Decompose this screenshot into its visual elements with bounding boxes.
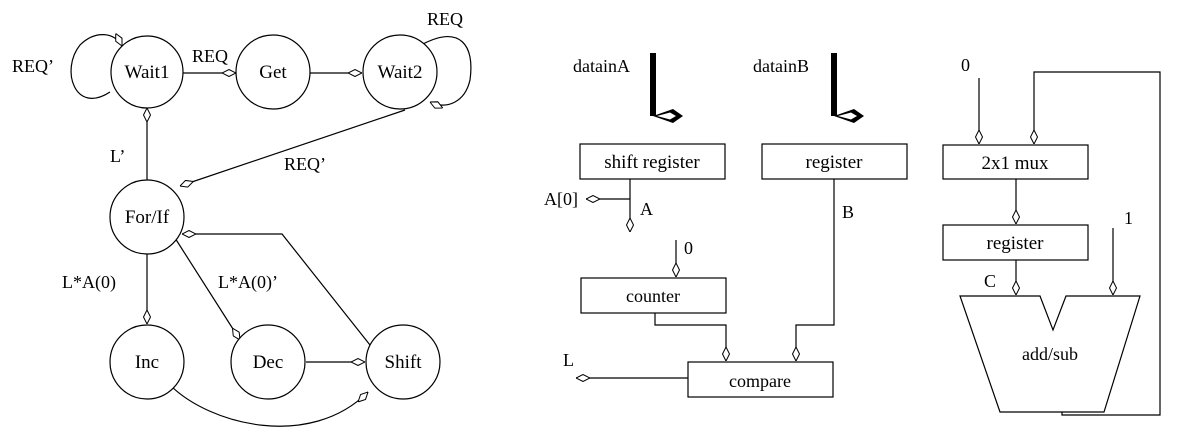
- state-get: [235, 34, 311, 110]
- state-forif: [109, 179, 185, 255]
- register-b-label: register: [806, 152, 864, 173]
- datapath-compare: datainA datainB shift register register …: [544, 53, 908, 398]
- state-inc: [109, 324, 185, 400]
- state-machine: Wait1 Get Wait2 For/If Inc Dec Shift REQ…: [12, 9, 472, 427]
- state-dec: [230, 324, 306, 400]
- state-dec-label: Dec: [253, 352, 284, 373]
- wire-counter-compare: [654, 313, 726, 361]
- state-get-label: Get: [259, 62, 287, 83]
- addsub-label: add/sub: [1022, 344, 1078, 364]
- wire-regb-compare: [796, 179, 835, 361]
- edge-label-wait2-forif: REQ’: [284, 154, 326, 174]
- edge-wait1-self: [70, 35, 123, 99]
- addsub-input-one-label: 1: [1124, 208, 1133, 228]
- state-wait2-label: Wait2: [378, 62, 423, 83]
- state-wait2: [362, 34, 438, 110]
- signal-b-label: B: [842, 202, 854, 222]
- edge-label-forif-inc: L*A(0): [62, 272, 116, 293]
- register-c-label: register: [987, 233, 1045, 254]
- datainB-label: datainB: [753, 56, 809, 76]
- edge-label-wait1-self: REQ’: [12, 56, 54, 76]
- signal-a0-label: A[0]: [544, 189, 578, 209]
- counter-block: [580, 277, 727, 314]
- mux-input-zero-label: 0: [961, 55, 970, 75]
- state-shift-label: Shift: [385, 352, 423, 373]
- state-wait1-label: Wait1: [125, 62, 170, 83]
- edge-label-forif-dec: L*A(0)’: [218, 272, 278, 293]
- wire-feedback: [1034, 71, 1161, 416]
- edge-label-wait2-self: REQ: [427, 9, 463, 29]
- counter-input-label: 0: [684, 238, 693, 258]
- edge-label-wait1-get: REQ: [192, 46, 228, 66]
- register-c-block: [942, 224, 1089, 261]
- state-forif-label: For/If: [125, 207, 170, 228]
- edge-label-forif-wait1: L’: [110, 146, 125, 166]
- datainA-label: datainA: [573, 56, 630, 76]
- compare-label: compare: [729, 371, 791, 391]
- datapath-addsub: 2x1 mux register add/sub 0 1 C: [942, 55, 1161, 416]
- compare-block: [687, 361, 834, 398]
- signal-c-label: C: [984, 271, 996, 291]
- counter-label: counter: [626, 286, 680, 306]
- signal-a-label: A: [640, 199, 653, 219]
- signal-l-label: L: [563, 350, 574, 370]
- register-b-block: [761, 143, 908, 180]
- edge-wait2-forif: [180, 109, 406, 186]
- addsub-unit: [959, 295, 1141, 413]
- state-shift: [365, 324, 441, 400]
- mux-block: [942, 144, 1089, 180]
- edge-shift-forif: [182, 234, 371, 346]
- edge-forif-dec: [174, 237, 240, 340]
- edge-inc-shift: [169, 384, 368, 427]
- state-inc-label: Inc: [135, 352, 159, 373]
- shift-register-label: shift register: [604, 152, 700, 173]
- shift-register-block: [579, 143, 726, 180]
- edge-wait2-self: [422, 36, 472, 105]
- state-wait1: [110, 35, 184, 109]
- mux-label: 2x1 mux: [981, 153, 1049, 174]
